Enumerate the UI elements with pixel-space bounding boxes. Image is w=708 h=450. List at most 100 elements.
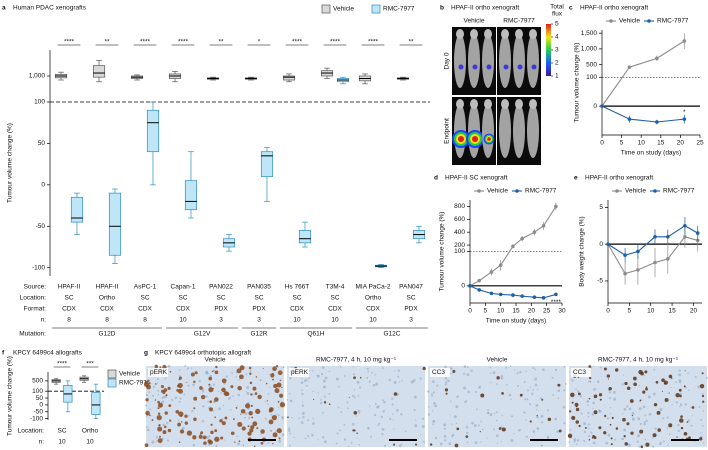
- tissue-texture: [278, 439, 282, 443]
- tissue-texture: [229, 396, 231, 398]
- tissue-texture: [679, 392, 682, 395]
- tissue-texture: [395, 408, 399, 412]
- y-tick-label: 0: [461, 283, 465, 290]
- stain-spot: [220, 436, 224, 440]
- tissue-texture: [301, 392, 304, 396]
- tissue-texture: [465, 426, 469, 429]
- stain-spot: [456, 427, 460, 431]
- tissue-texture: [455, 422, 458, 425]
- tissue-texture: [343, 423, 346, 426]
- stain-spot: [251, 416, 254, 419]
- tissue-texture: [590, 431, 593, 434]
- marker: [477, 288, 482, 292]
- stain-spot: [165, 394, 168, 397]
- stain-spot: [668, 392, 670, 394]
- stain-spot: [144, 443, 149, 448]
- marker: [683, 223, 687, 228]
- stain-spot: [575, 407, 580, 412]
- x-tick-label: 25: [696, 140, 704, 147]
- stain-spot: [215, 445, 217, 447]
- tissue-texture: [176, 396, 178, 399]
- tissue-texture: [690, 406, 692, 409]
- legend-marker: [515, 189, 519, 193]
- significance-label: ****: [368, 39, 379, 46]
- stain-spot: [277, 400, 280, 403]
- tissue-texture: [463, 365, 467, 368]
- tissue-texture: [690, 424, 693, 427]
- tissue-texture: [328, 392, 331, 395]
- stain-spot: [615, 427, 619, 430]
- tissue-texture: [466, 366, 469, 369]
- stain-label-box: [148, 368, 168, 377]
- table-cell: CDX: [328, 306, 342, 313]
- stain-spot: [631, 414, 634, 417]
- tissue-texture: [592, 401, 595, 405]
- panel-letter: b: [440, 5, 444, 12]
- tissue-texture: [526, 398, 529, 401]
- tissue-texture: [400, 443, 403, 446]
- tissue-texture: [393, 381, 397, 384]
- tissue-texture: [305, 378, 307, 380]
- stain-spot: [353, 376, 356, 380]
- tissue-texture: [691, 415, 694, 417]
- stain-spot: [279, 379, 282, 382]
- tissue-texture: [220, 392, 223, 394]
- stain-spot: [356, 432, 358, 435]
- tissue-texture: [433, 402, 436, 405]
- mouse-head: [529, 29, 537, 39]
- tissue-texture: [382, 410, 385, 413]
- tissue-texture: [678, 369, 681, 372]
- tissue-texture: [592, 441, 596, 445]
- tissue-texture: [575, 388, 577, 391]
- tissue-texture: [444, 439, 447, 442]
- x-tick-label: 15: [512, 308, 520, 315]
- tissue-texture: [580, 412, 583, 415]
- stain-spot: [154, 383, 157, 385]
- stain-spot: [609, 423, 612, 426]
- tissue-texture: [638, 407, 642, 411]
- stain-spot: [276, 428, 282, 434]
- stain-spot: [622, 417, 626, 422]
- row-label: Location:: [20, 295, 47, 302]
- tissue-texture: [145, 404, 148, 407]
- tissue-texture: [380, 415, 383, 419]
- tissue-texture: [370, 372, 373, 374]
- tissue-texture: [413, 395, 417, 399]
- stain-spot: [149, 414, 151, 417]
- stain-spot: [207, 439, 212, 444]
- stain-spot: [240, 408, 246, 414]
- y-tick-label: 1,000: [29, 73, 46, 80]
- tissue-texture: [339, 365, 342, 368]
- x-tick-label: 0: [468, 308, 472, 315]
- tissue-texture: [356, 380, 360, 384]
- tissue-texture: [374, 373, 377, 376]
- tissue-texture: [662, 417, 665, 420]
- x-tick-label: 15: [668, 308, 676, 315]
- tissue-texture: [489, 372, 492, 374]
- stain-spot: [184, 414, 188, 418]
- stain-spot: [577, 392, 581, 396]
- stain-spot: [608, 386, 612, 391]
- stain-spot: [541, 399, 544, 401]
- tissue-texture: [474, 441, 478, 445]
- x-tick-label: 20: [690, 308, 698, 315]
- stain-spot: [454, 443, 459, 448]
- stain-spot: [547, 417, 552, 422]
- tissue-texture: [427, 405, 430, 408]
- stain-spot: [274, 388, 280, 394]
- tissue-texture: [576, 439, 580, 442]
- tissue-texture: [557, 389, 560, 392]
- tissue-texture: [288, 429, 291, 432]
- legend-label: Vehicle: [119, 371, 140, 378]
- stain-spot: [145, 398, 149, 402]
- y-tick-label: 50: [36, 395, 44, 402]
- stain-spot: [348, 396, 350, 398]
- tissue-texture: [311, 434, 314, 437]
- row-label: n:: [39, 439, 45, 446]
- tissue-texture: [302, 416, 305, 419]
- tissue-texture: [473, 424, 477, 428]
- legend-label: Vehicle: [619, 18, 640, 25]
- stain-spot: [630, 431, 634, 435]
- mouse: [513, 34, 525, 88]
- table-cell: SC: [178, 295, 187, 302]
